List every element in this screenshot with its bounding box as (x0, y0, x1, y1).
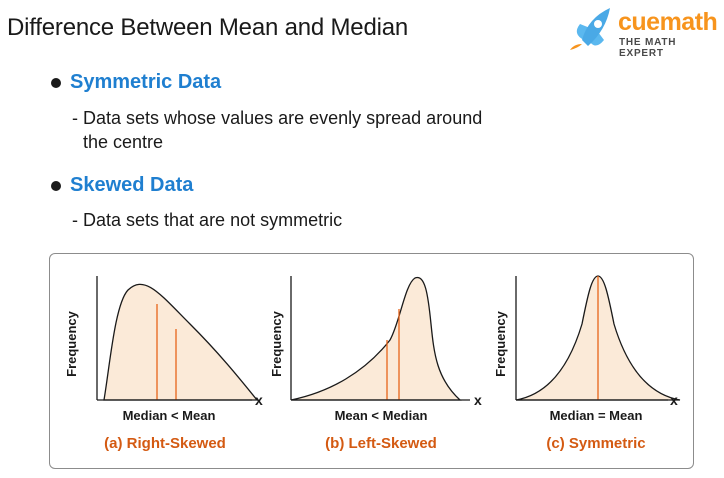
y-axis-label: Frequency (64, 310, 79, 377)
y-axis-label: Frequency (269, 310, 284, 377)
logo-wordmark: cuemath (618, 8, 718, 36)
bullet-icon (51, 78, 61, 88)
page-title: Difference Between Mean and Median (7, 14, 409, 41)
diagram-symmetric: Frequency x Median = Mean (c) Symmetric (493, 275, 681, 452)
diagram-caption: (b) Left-Skewed (325, 435, 437, 452)
diagram-right-skewed: Frequency x Median < Mean (a) Right-Skew… (64, 276, 263, 452)
rocket-icon (570, 8, 610, 50)
x-axis-label: x (255, 392, 263, 408)
diagram-left-skewed: Frequency x Mean < Median (b) Left-Skewe… (269, 276, 482, 452)
bullet-icon (51, 181, 61, 191)
x-axis-label: x (670, 392, 678, 408)
relation-label: Mean < Median (335, 408, 428, 423)
relation-label: Median < Mean (123, 408, 216, 423)
distribution-panel: Frequency x Median < Mean (a) Right-Skew… (49, 253, 694, 469)
logo-tagline: THE MATH EXPERT (619, 37, 677, 59)
diagram-caption: (a) Right-Skewed (104, 435, 226, 452)
diagram-caption: (c) Symmetric (546, 435, 645, 452)
section-heading-skewed: Skewed Data (70, 174, 194, 196)
y-axis-label: Frequency (493, 310, 508, 377)
description-line: - Data sets that are not symmetric (72, 210, 343, 230)
curve-area (103, 283, 259, 401)
cuemath-logo: cuemath THE MATH EXPERT (560, 4, 720, 59)
relation-label: Median = Mean (550, 408, 643, 423)
section-description-symmetric: - Data sets whose values are evenly spre… (72, 106, 482, 154)
distribution-diagrams: Frequency x Median < Mean (a) Right-Skew… (64, 275, 681, 452)
description-line: the centre (83, 132, 164, 152)
curve-area (290, 276, 462, 401)
section-description-skewed: - Data sets that are not symmetric (72, 208, 342, 232)
section-heading-symmetric: Symmetric Data (70, 71, 222, 93)
x-axis-label: x (474, 392, 482, 408)
description-line: - Data sets whose values are evenly spre… (72, 108, 483, 128)
